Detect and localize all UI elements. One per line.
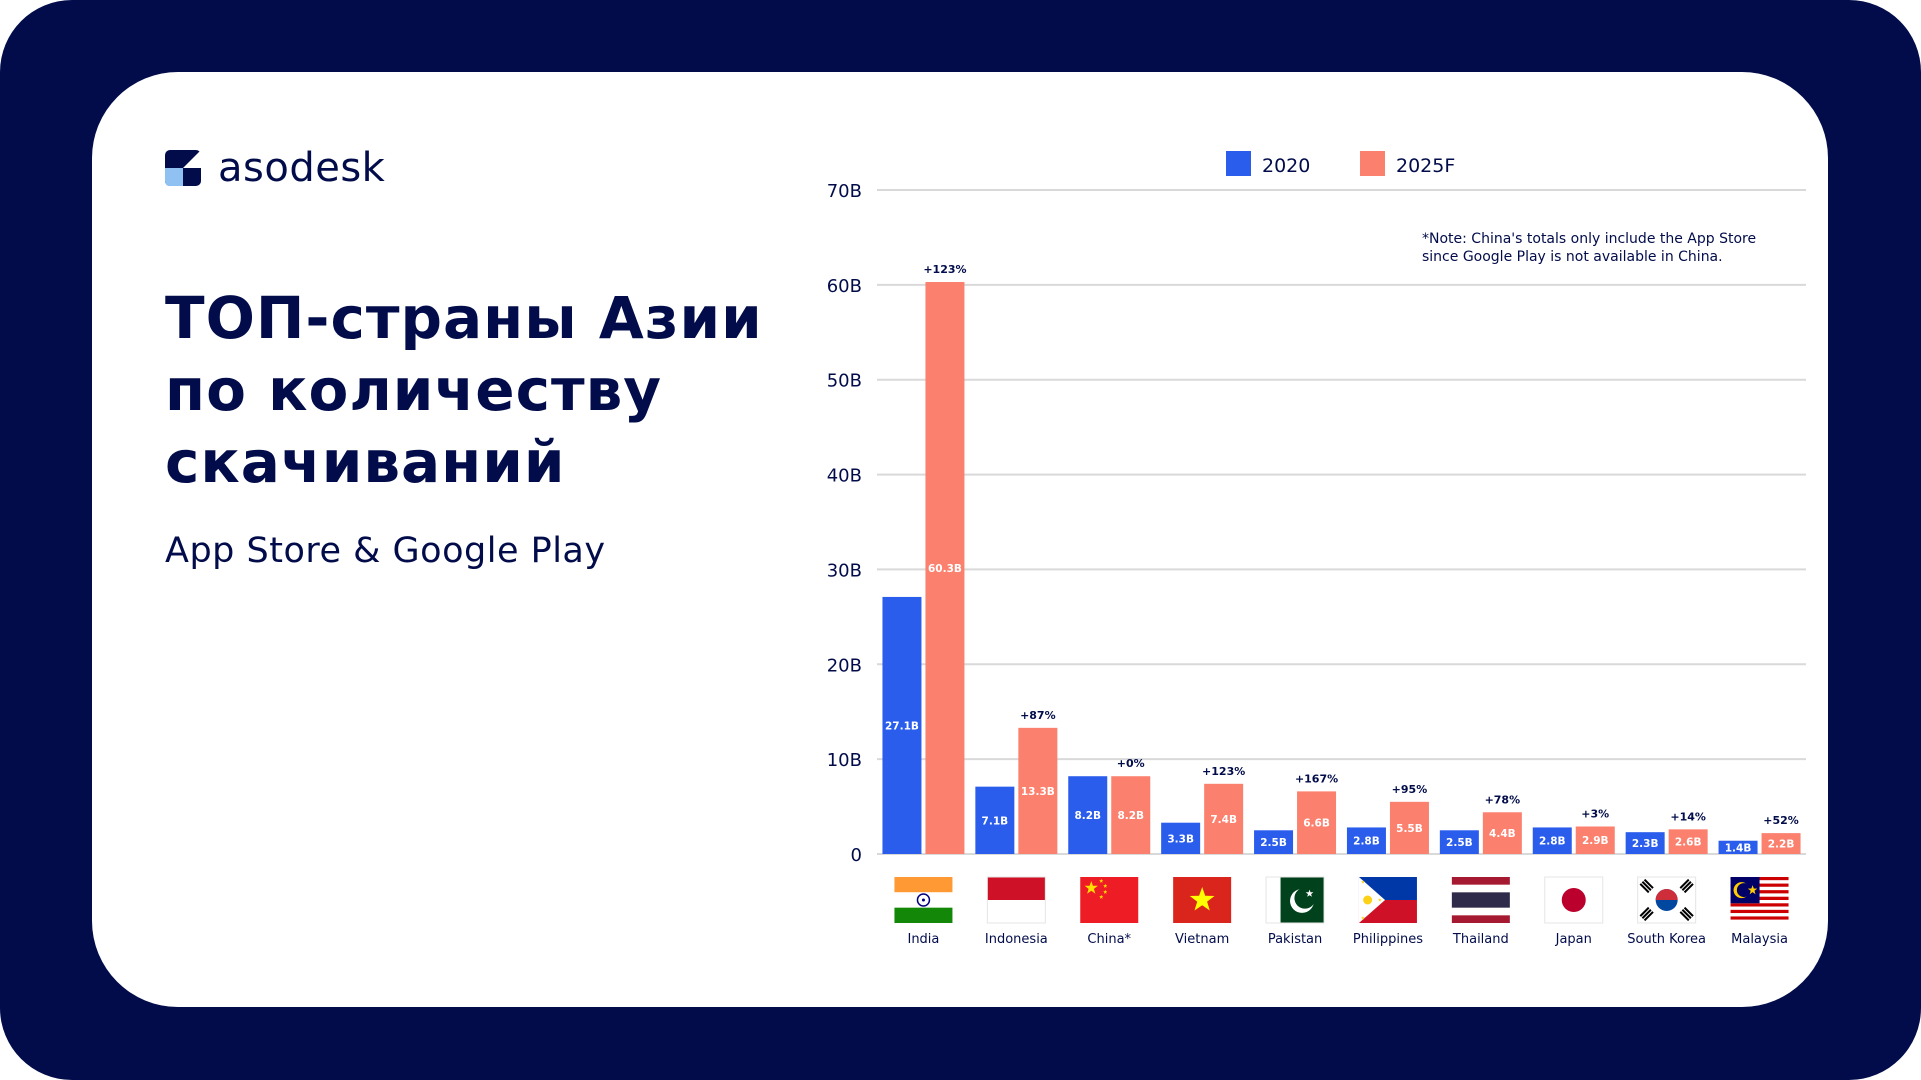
value-label-2020-india: 27.1B [885, 720, 919, 732]
page-title: ТОП-страны Азии по количеству скачиваний [165, 282, 805, 498]
growth-label-pakistan: +167% [1295, 772, 1338, 785]
country-label-japan: Japan [1555, 932, 1592, 947]
asodesk-logo-icon [165, 150, 201, 186]
bar-2025f-pakistan [1297, 791, 1337, 854]
bar-2020-pakistan [1254, 830, 1294, 854]
growth-label-indonesia: +87% [1020, 709, 1056, 722]
bar-2025f-philippines [1389, 801, 1429, 854]
bar-2020-vietnam [1161, 822, 1201, 854]
y-tick-label-40: 40B [827, 466, 862, 487]
value-label-2020-china: 8.2B [1074, 810, 1101, 822]
bar-2025f-indonesia [1018, 727, 1058, 854]
value-label-2020-pakistan: 2.5B [1260, 837, 1287, 849]
y-tick-label-30: 30B [827, 560, 862, 581]
title-line-1: ТОП-страны Азии [165, 284, 763, 352]
value-label-2020-malaysia: 1.4B [1725, 842, 1752, 854]
value-label-2025f-india: 60.3B [928, 563, 962, 575]
india-flag-icon [894, 877, 953, 923]
value-label-2025f-malaysia: 2.2B [1768, 839, 1795, 851]
value-label-2025f-thailand: 4.4B [1489, 828, 1516, 840]
value-label-2020-vietnam: 3.3B [1167, 833, 1194, 845]
philippines-flag-icon [1358, 877, 1417, 923]
country-label-south-korea: South Korea [1627, 932, 1706, 947]
country-label-malaysia: Malaysia [1731, 932, 1788, 947]
country-label-indonesia: Indonesia [985, 932, 1048, 947]
legend-label-2020: 2020 [1262, 155, 1310, 177]
growth-label-south-korea: +14% [1670, 810, 1706, 823]
chart-note-line-1: *Note: China's totals only include the A… [1422, 231, 1756, 247]
bar-2025f-south-korea [1668, 829, 1708, 854]
vietnam-flag-icon [1173, 877, 1232, 923]
indonesia-flag-icon [986, 876, 1046, 924]
bar-2025f-thailand [1482, 812, 1522, 854]
country-label-vietnam: Vietnam [1175, 932, 1229, 947]
pakistan-flag-icon [1265, 876, 1325, 924]
bar-2020-china [1068, 776, 1108, 854]
y-tick-label-10: 10B [827, 750, 862, 771]
growth-label-vietnam: +123% [1202, 765, 1245, 778]
brand-logo: asodesk [165, 143, 385, 193]
legend-label-2025f: 2025F [1396, 155, 1455, 177]
value-label-2025f-china: 8.2B [1117, 810, 1144, 822]
bar-2025f-india [925, 282, 965, 854]
y-tick-label-50: 50B [827, 371, 862, 392]
bar-2020-india [882, 596, 922, 854]
subtitle: App Store & Google Play [165, 531, 606, 571]
y-tick-label-70: 70B [827, 181, 862, 202]
south-korea-flag-icon [1637, 876, 1697, 924]
legend-swatch-2025f [1360, 151, 1385, 176]
downloads-bar-chart: 0 10B 20B 30B 40B 50B 60B 70B 27.1B 60.3B +123% In… [827, 151, 1806, 947]
value-label-2025f-vietnam: 7.4B [1210, 814, 1237, 826]
country-label-philippines: Philippines [1353, 932, 1423, 947]
bar-2020-indonesia [975, 786, 1015, 854]
country-label-pakistan: Pakistan [1268, 932, 1322, 947]
growth-label-thailand: +78% [1485, 793, 1521, 806]
china-flag-icon [1080, 877, 1139, 923]
bar-2020-south-korea [1625, 832, 1665, 854]
value-label-2025f-japan: 2.9B [1582, 835, 1609, 847]
bar-2020-philippines [1346, 827, 1386, 854]
japan-flag-icon [1544, 876, 1604, 924]
content-card: asodesk ТОП-страны Азии по количеству ск… [92, 72, 1828, 1007]
bar-2025f-malaysia [1761, 833, 1801, 854]
bar-2020-malaysia [1718, 840, 1758, 854]
legend-swatch-2020 [1226, 151, 1251, 176]
bar-2025f-vietnam [1204, 783, 1244, 854]
bar-2020-thailand [1439, 830, 1479, 854]
value-label-2020-south-korea: 2.3B [1632, 838, 1659, 850]
value-label-2020-indonesia: 7.1B [982, 815, 1009, 827]
growth-label-malaysia: +52% [1763, 814, 1799, 827]
title-line-2: по количеству [165, 356, 663, 424]
malaysia-flag-icon [1730, 877, 1789, 923]
bar-2025f-japan [1575, 826, 1615, 854]
growth-label-philippines: +95% [1392, 783, 1428, 796]
y-tick-label-20: 20B [827, 655, 862, 676]
value-label-2025f-philippines: 5.5B [1396, 823, 1423, 835]
value-label-2025f-south-korea: 2.6B [1675, 837, 1702, 849]
bar-2025f-china [1111, 776, 1151, 854]
value-label-2020-thailand: 2.5B [1446, 837, 1473, 849]
y-tick-label-0: 0 [851, 845, 862, 866]
chart-note-line-2: since Google Play is not available in Ch… [1422, 249, 1723, 265]
value-label-2025f-indonesia: 13.3B [1021, 786, 1055, 798]
country-label-china: China* [1087, 932, 1131, 947]
growth-label-china: +0% [1117, 757, 1145, 770]
y-tick-label-60: 60B [827, 276, 862, 297]
value-label-2020-philippines: 2.8B [1353, 836, 1380, 848]
growth-label-japan: +3% [1581, 807, 1609, 820]
country-label-india: India [907, 932, 939, 947]
title-line-3: скачиваний [165, 428, 566, 496]
bar-2020-japan [1532, 827, 1572, 854]
thailand-flag-icon [1451, 877, 1510, 923]
brand-name: asodesk [218, 145, 386, 191]
value-label-2020-japan: 2.8B [1539, 836, 1566, 848]
value-label-2025f-pakistan: 6.6B [1303, 818, 1330, 830]
growth-label-india: +123% [923, 263, 966, 276]
country-label-thailand: Thailand [1452, 932, 1509, 947]
